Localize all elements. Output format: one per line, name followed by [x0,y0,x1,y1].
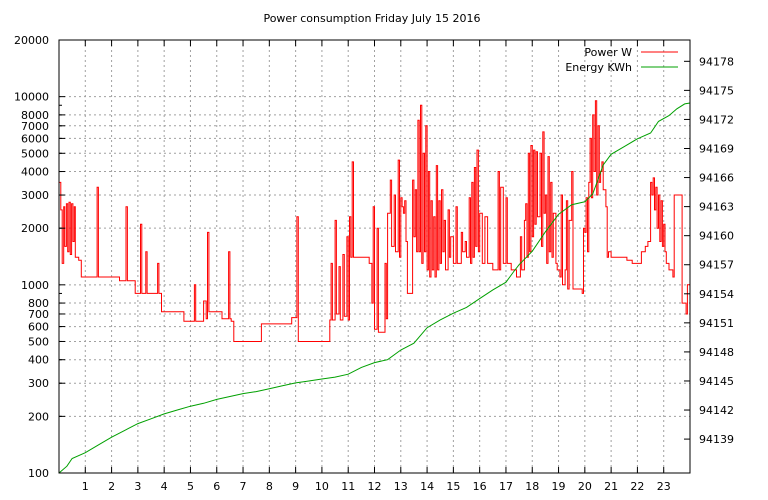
x-tick-label: 17 [499,480,513,493]
series-layer [58,100,691,474]
y-right-tick-label: 94178 [699,55,734,68]
x-tick-label: 23 [657,480,671,493]
y-left-tick-label: 300 [28,377,49,390]
y-left-tick-label: 2000 [21,222,49,235]
legend-label: Energy KWh [565,61,632,74]
x-tick-label: 18 [525,480,539,493]
x-tick-label: 5 [187,480,194,493]
y-left-tick-label: 800 [28,297,49,310]
series-line-energy-kwh [58,102,691,474]
legend: Power W Energy KWh [565,46,678,74]
y-left-tick-label: 100 [28,467,49,480]
x-tick-label: 3 [134,480,141,493]
y-left-tick-label: 1000 [21,279,49,292]
y-left-tick-label: 400 [28,354,49,367]
y-right-tick-label: 94151 [699,317,734,330]
y-right-tick-label: 94142 [699,404,734,417]
series-line-power-w [59,100,691,342]
x-tick-label: 6 [213,480,220,493]
axis-layer: 1 2 3 4 5 6 7 8 9 10 11 12 13 14 15 16 17 18 19 20 21 22 23100… [14,34,734,493]
x-tick-label: 21 [604,480,618,493]
y-left-tick-label: 20000 [14,34,49,47]
x-tick-label: 12 [368,480,382,493]
chart-title: Power consumption Friday July 15 2016 [263,12,480,25]
x-tick-label: 19 [552,480,566,493]
y-right-tick-label: 94169 [699,142,734,155]
x-tick-label: 1 [82,480,89,493]
y-left-tick-label: 4000 [21,166,49,179]
y-right-tick-label: 94163 [699,201,734,214]
x-tick-label: 10 [315,480,329,493]
y-right-tick-label: 94175 [699,84,734,97]
y-left-tick-label: 700 [28,308,49,321]
x-tick-label: 16 [473,480,487,493]
y-right-tick-label: 94145 [699,375,734,388]
x-tick-label: 9 [292,480,299,493]
y-left-tick-label: 5000 [21,147,49,160]
y-right-tick-label: 94172 [699,113,734,126]
y-left-tick-label: 500 [28,335,49,348]
y-left-tick-label: 7000 [21,120,49,133]
y-right-tick-label: 94160 [699,230,734,243]
y-right-tick-label: 94148 [699,346,734,359]
y-left-tick-label: 600 [28,321,49,334]
x-tick-label: 20 [578,480,592,493]
x-tick-label: 8 [266,480,273,493]
y-right-tick-label: 94157 [699,259,734,272]
y-left-tick-label: 8000 [21,109,49,122]
y-right-tick-label: 94154 [699,288,734,301]
y-left-tick-label: 200 [28,410,49,423]
x-tick-label: 2 [108,480,115,493]
y-left-tick-label: 10000 [14,91,49,104]
x-tick-label: 7 [240,480,247,493]
x-tick-label: 14 [420,480,434,493]
y-right-tick-label: 94139 [699,433,734,446]
y-left-tick-label: 6000 [21,132,49,145]
x-tick-label: 4 [161,480,168,493]
y-left-tick-label: 3000 [21,189,49,202]
x-tick-label: 11 [341,480,355,493]
x-tick-label: 22 [630,480,644,493]
x-tick-label: 15 [446,480,460,493]
x-tick-label: 13 [394,480,408,493]
y-right-tick-label: 94166 [699,172,734,185]
legend-label: Power W [584,46,632,59]
